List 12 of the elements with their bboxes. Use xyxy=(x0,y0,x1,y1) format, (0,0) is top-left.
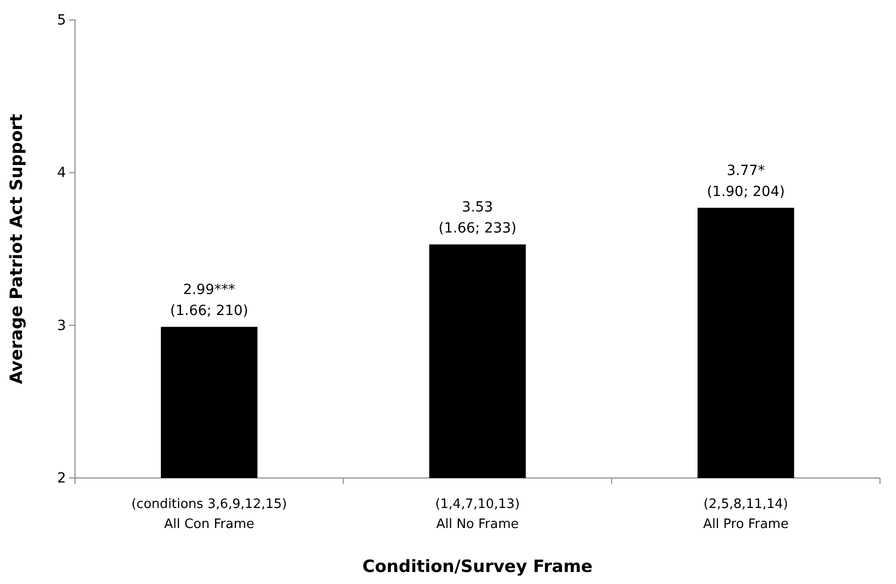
y-tick-label: 2 xyxy=(57,470,66,486)
y-tick-label: 4 xyxy=(57,165,66,182)
data-label: 3.77* (1.90; 204) xyxy=(706,162,785,200)
x-tick-label: (conditions 3,6,9,12,15) All Con Frame xyxy=(131,497,287,532)
y-axis-title: Average Patriot Act Support xyxy=(7,114,27,384)
data-label: 3.53 (1.66; 233) xyxy=(438,199,516,236)
y-tick-label: 3 xyxy=(57,318,66,334)
x-tick-label: (2,5,8,11,14) All Pro Frame xyxy=(703,497,789,532)
y-tick-label: 5 xyxy=(57,12,66,28)
data-label: 2.99*** (1.66; 210) xyxy=(170,282,248,319)
x-tick-label: (1,4,7,10,13) All No Frame xyxy=(435,497,520,532)
x-axis-title: Condition/Survey Frame xyxy=(362,557,593,577)
